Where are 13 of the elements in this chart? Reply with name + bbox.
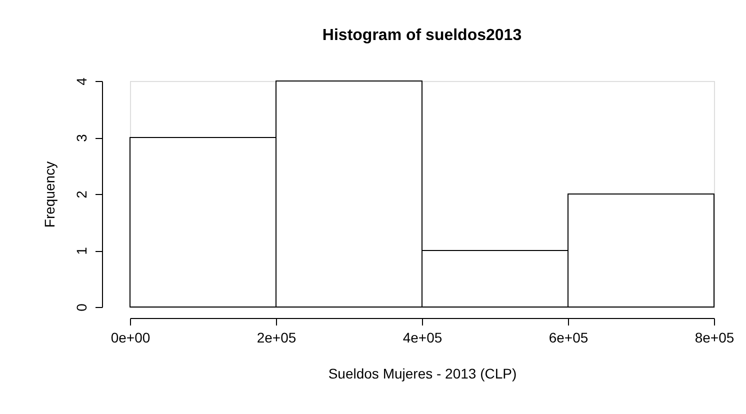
y-tick-label: 2 bbox=[74, 190, 90, 198]
x-axis-title: Sueldos Mujeres - 2013 (CLP) bbox=[328, 366, 517, 382]
y-tick-label: 4 bbox=[74, 77, 90, 86]
x-tick-label: 4e+05 bbox=[402, 330, 442, 346]
chart-title: Histogram of sueldos2013 bbox=[322, 27, 522, 44]
y-tick-label: 1 bbox=[74, 246, 90, 255]
y-axis-title: Frequency bbox=[42, 161, 58, 228]
x-tick-label: 8e+05 bbox=[694, 330, 734, 346]
x-tick-label: 6e+05 bbox=[548, 330, 588, 346]
x-tick-label: 2e+05 bbox=[256, 330, 296, 346]
y-tick-label: 0 bbox=[74, 303, 90, 312]
x-tick-label: 0e+00 bbox=[110, 330, 150, 346]
y-tick-label: 3 bbox=[74, 134, 90, 142]
